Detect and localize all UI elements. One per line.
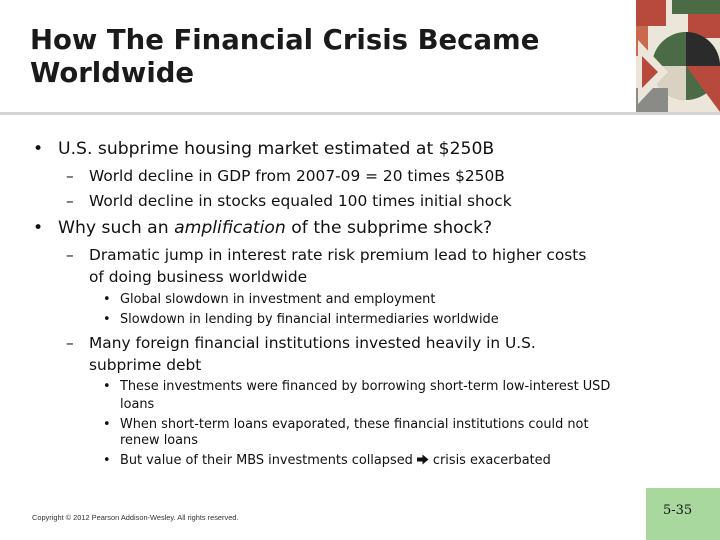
- right-arrow-icon: [416, 454, 429, 465]
- page-number: 5-35: [663, 503, 693, 518]
- bullet-2-sub-2-item-b-line-1: When short-term loans evaporated, these …: [120, 417, 589, 432]
- bullet-2-sub-1-line-1: Dramatic jump in interest rate risk prem…: [89, 246, 587, 264]
- dash-marker: –: [66, 246, 74, 264]
- bullet-2-sub-1-line-2: of doing business worldwide: [89, 268, 308, 286]
- page-number-tab: [646, 488, 720, 540]
- bullet-1-sub-2: World decline in stocks equaled 100 time…: [89, 192, 512, 210]
- bullet-1-text: U.S. subprime housing market estimated a…: [58, 139, 495, 159]
- bullet-2-sub-2-item-a-line-2: loans: [120, 397, 155, 412]
- bullet-2-text-post: of the subprime shock?: [285, 218, 493, 238]
- bullet-marker: •: [33, 218, 44, 238]
- bullet-2-sub-2-item-c-post: crisis exacerbated: [432, 453, 551, 468]
- bullet-marker: •: [103, 379, 111, 394]
- bullet-2-sub-2-item-c: But value of their MBS investments colla…: [120, 452, 551, 470]
- bullet-marker: •: [103, 453, 111, 468]
- dash-marker: –: [66, 167, 74, 185]
- dash-marker: –: [66, 334, 74, 352]
- bullet-2-text: Why such an amplification of the subprim…: [58, 217, 492, 239]
- bullet-marker: •: [33, 139, 44, 159]
- bullet-2-sub-1-item-a: Global slowdown in investment and employ…: [120, 292, 436, 307]
- header-divider: [0, 112, 720, 115]
- bullet-2-text-pre: Why such an: [58, 218, 175, 238]
- title-line-2: Worldwide: [30, 57, 195, 89]
- copyright-notice: Copyright © 2012 Pearson Addison-Wesley.…: [32, 513, 239, 522]
- title-line-1: How The Financial Crisis Became: [30, 24, 540, 56]
- bullet-2-sub-2-item-b-line-2: renew loans: [120, 433, 198, 448]
- dash-marker: –: [66, 192, 74, 210]
- bullet-marker: •: [103, 312, 111, 327]
- bullet-2-sub-2-item-a-line-1: These investments were financed by borro…: [120, 379, 611, 394]
- decorative-corner-art: [628, 0, 720, 112]
- bullet-2-sub-2-line-2: subprime debt: [89, 356, 202, 374]
- slide-title: How The Financial Crisis Became Worldwid…: [30, 24, 600, 90]
- bullet-2-emphasis: amplification: [174, 218, 286, 238]
- bullet-marker: •: [103, 417, 111, 432]
- bullet-marker: •: [103, 292, 111, 307]
- bullet-2-sub-1-item-b: Slowdown in lending by financial interme…: [120, 312, 499, 327]
- bullet-2-sub-2-item-c-pre: But value of their MBS investments colla…: [120, 453, 417, 468]
- bullet-1-sub-1: World decline in GDP from 2007-09 = 20 t…: [89, 167, 505, 185]
- bullet-2-sub-2-line-1: Many foreign financial institutions inve…: [89, 334, 536, 352]
